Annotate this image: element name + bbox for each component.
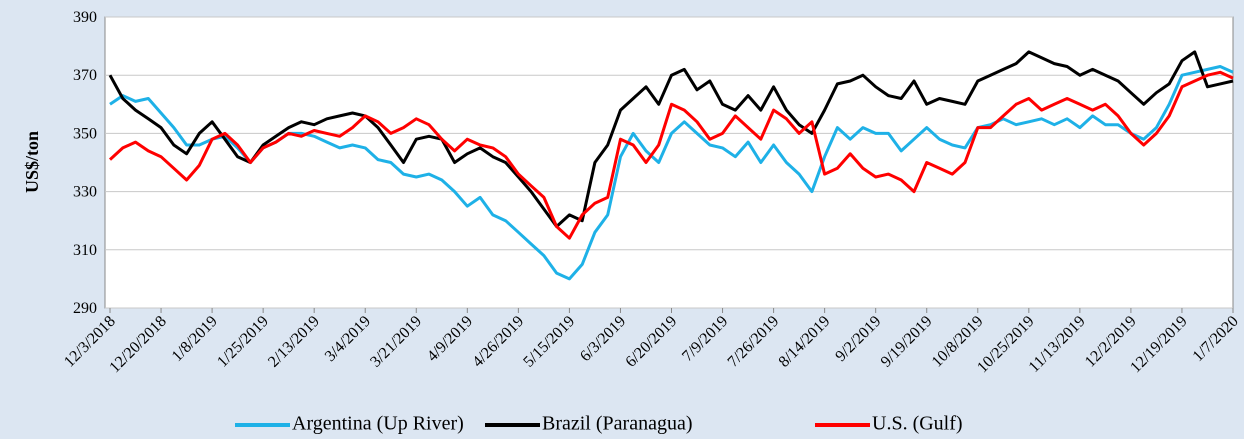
x-tick-label: 7/9/2019 <box>679 313 731 365</box>
y-axis-label: US$/ton <box>22 131 42 193</box>
x-tick-label: 1/8/2019 <box>169 313 221 365</box>
legend-label: U.S. (Gulf) <box>872 413 963 435</box>
x-tick-label: 6/3/2019 <box>577 313 629 365</box>
y-tick-label: 310 <box>73 242 97 259</box>
x-tick-label: 2/13/2019 <box>265 313 323 371</box>
series-line <box>108 50 1234 228</box>
x-tick-label: 8/14/2019 <box>776 313 834 371</box>
x-tick-label: 9/2/2019 <box>832 313 884 365</box>
plot-area <box>104 16 1234 309</box>
x-tick-label: 6/20/2019 <box>622 313 680 371</box>
legend-label: Brazil (Paranagua) <box>542 413 692 435</box>
x-tick-label: 1/7/2020 <box>1190 313 1242 365</box>
y-tick-label: 330 <box>73 184 97 201</box>
x-tick-label: 9/19/2019 <box>878 313 936 371</box>
x-tick-label: 4/26/2019 <box>469 313 527 371</box>
series-line <box>109 65 1234 281</box>
x-tick-label: 3/21/2019 <box>367 313 425 371</box>
y-tick-label: 290 <box>73 300 97 317</box>
x-tick-label: 4/9/2019 <box>424 313 476 365</box>
y-tick-label: 390 <box>73 9 97 26</box>
x-tick-label: 3/4/2019 <box>322 313 374 365</box>
y-tick-label: 350 <box>73 125 97 142</box>
legend-label: Argentina (Up River) <box>292 413 464 435</box>
y-tick-label: 370 <box>73 67 97 84</box>
x-tick-label: 1/25/2019 <box>214 313 272 371</box>
series-line <box>108 70 1234 240</box>
x-tick-label: 5/15/2019 <box>520 313 578 371</box>
x-tick-label: 7/26/2019 <box>725 313 783 371</box>
